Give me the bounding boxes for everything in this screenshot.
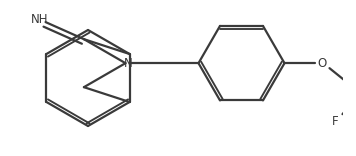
Text: N: N bbox=[124, 57, 133, 70]
Text: O: O bbox=[318, 57, 327, 70]
Text: NH: NH bbox=[30, 13, 48, 26]
Text: F: F bbox=[332, 115, 339, 128]
